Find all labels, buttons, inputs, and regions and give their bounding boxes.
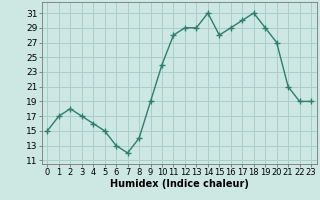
X-axis label: Humidex (Indice chaleur): Humidex (Indice chaleur) <box>110 179 249 189</box>
